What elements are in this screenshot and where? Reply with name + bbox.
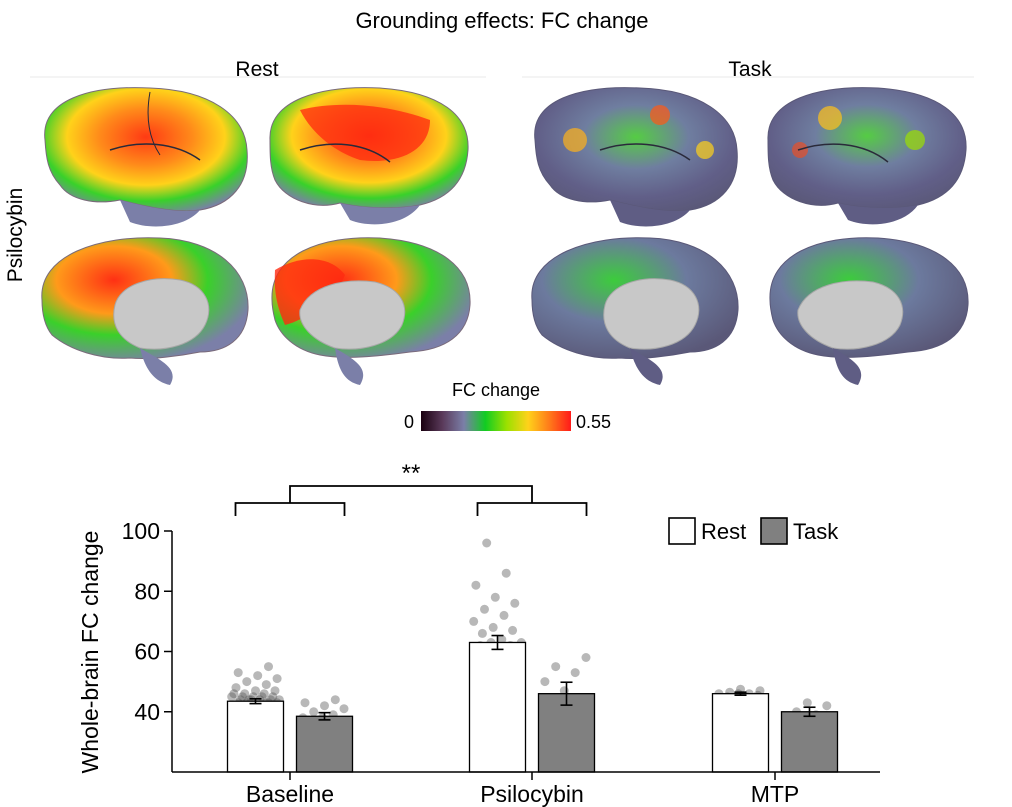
bar-chart: 40 60 80 100 Baseline Psilocybin MTP ** Whole… [77,460,880,807]
error-bars [249,634,816,721]
significance-bracket: ** [234,460,588,516]
data-point [508,625,518,635]
data-point [233,668,243,678]
data-point [240,689,250,699]
data-point [581,653,591,662]
data-point [488,622,498,632]
data-point [339,704,349,714]
x-axis: Baseline Psilocybin MTP [172,771,880,807]
data-point [570,668,580,678]
data-point [802,698,812,708]
data-point [482,538,492,548]
brain-task-right-lateral [767,87,967,225]
data-point [251,686,260,696]
brain-maps-rest [41,87,471,385]
y-tick-label: 100 [122,518,160,544]
bracket-main [289,485,533,503]
legend-label-task: Task [793,519,839,544]
legend-swatch-task [760,517,788,545]
data-point [501,568,511,578]
brain-task-left-lateral [534,87,738,227]
figure-title: Grounding effects: FC change [355,8,648,33]
data-point [320,701,329,711]
bracket-sub [476,502,588,516]
x-tick-label: MTP [751,781,800,807]
data-point [471,580,481,590]
brain-rest-right-lateral [269,87,469,225]
data-point [238,692,247,702]
significance-label: ** [402,460,421,487]
y-tick-label: 60 [134,639,160,665]
brain-task-right-medial [769,237,969,385]
bars [226,641,839,773]
data-point [300,698,310,708]
brain-rest-left-medial [41,237,249,385]
legend: Rest Task [668,517,839,545]
brain-maps-task [531,87,969,385]
data-point [253,671,263,681]
bar-rest-baseline [226,700,285,773]
y-tick-label: 40 [134,699,160,725]
data-point [822,701,832,711]
data-point [270,686,280,696]
colorbar-title: FC change [452,380,540,400]
x-tick-label: Baseline [246,781,334,807]
colorbar-max-label: 0.55 [576,412,611,432]
brain-rest-right-medial [271,237,471,385]
data-point [272,674,282,684]
bracket-sub [234,502,346,516]
bar-task-baseline [295,715,354,773]
x-tick-label: Psilocybin [480,781,584,807]
data-point [499,610,509,620]
data-point [490,592,500,602]
data-point [264,662,273,672]
legend-swatch-rest [668,517,696,545]
data-point [309,707,319,717]
data-point [477,628,487,638]
data-point [259,689,269,699]
bar-rest-mtp [711,693,770,773]
colorbar-gradient [421,411,571,431]
colorbar: FC change 0 0.55 [404,380,611,432]
bar-task-mtp [780,711,839,773]
data-point [231,683,241,693]
data-point [330,695,340,705]
data-point [480,604,489,614]
data-point [551,662,561,672]
panel-label-rest: Rest [235,58,278,81]
data-point [497,635,507,644]
y-tick-label: 80 [134,578,160,604]
data-point [242,677,252,687]
data-point [469,616,479,626]
data-point [540,677,550,687]
bar-rest-psilocybin [468,641,527,773]
data-point [755,686,765,696]
brain-task-left-medial [531,237,739,385]
data-point [510,598,520,608]
panel-label-task: Task [728,58,772,81]
data-point [227,692,237,702]
legend-label-rest: Rest [701,519,746,544]
row-label-psilocybin: Psilocybin [4,188,27,283]
colorbar-min-label: 0 [404,412,414,432]
brain-rest-left-lateral [44,87,248,227]
y-axis: 40 60 80 100 [122,518,173,772]
data-point [268,692,278,702]
data-point [229,689,239,699]
y-axis-label: Whole-brain FC change [77,531,103,774]
data-point [261,680,271,690]
